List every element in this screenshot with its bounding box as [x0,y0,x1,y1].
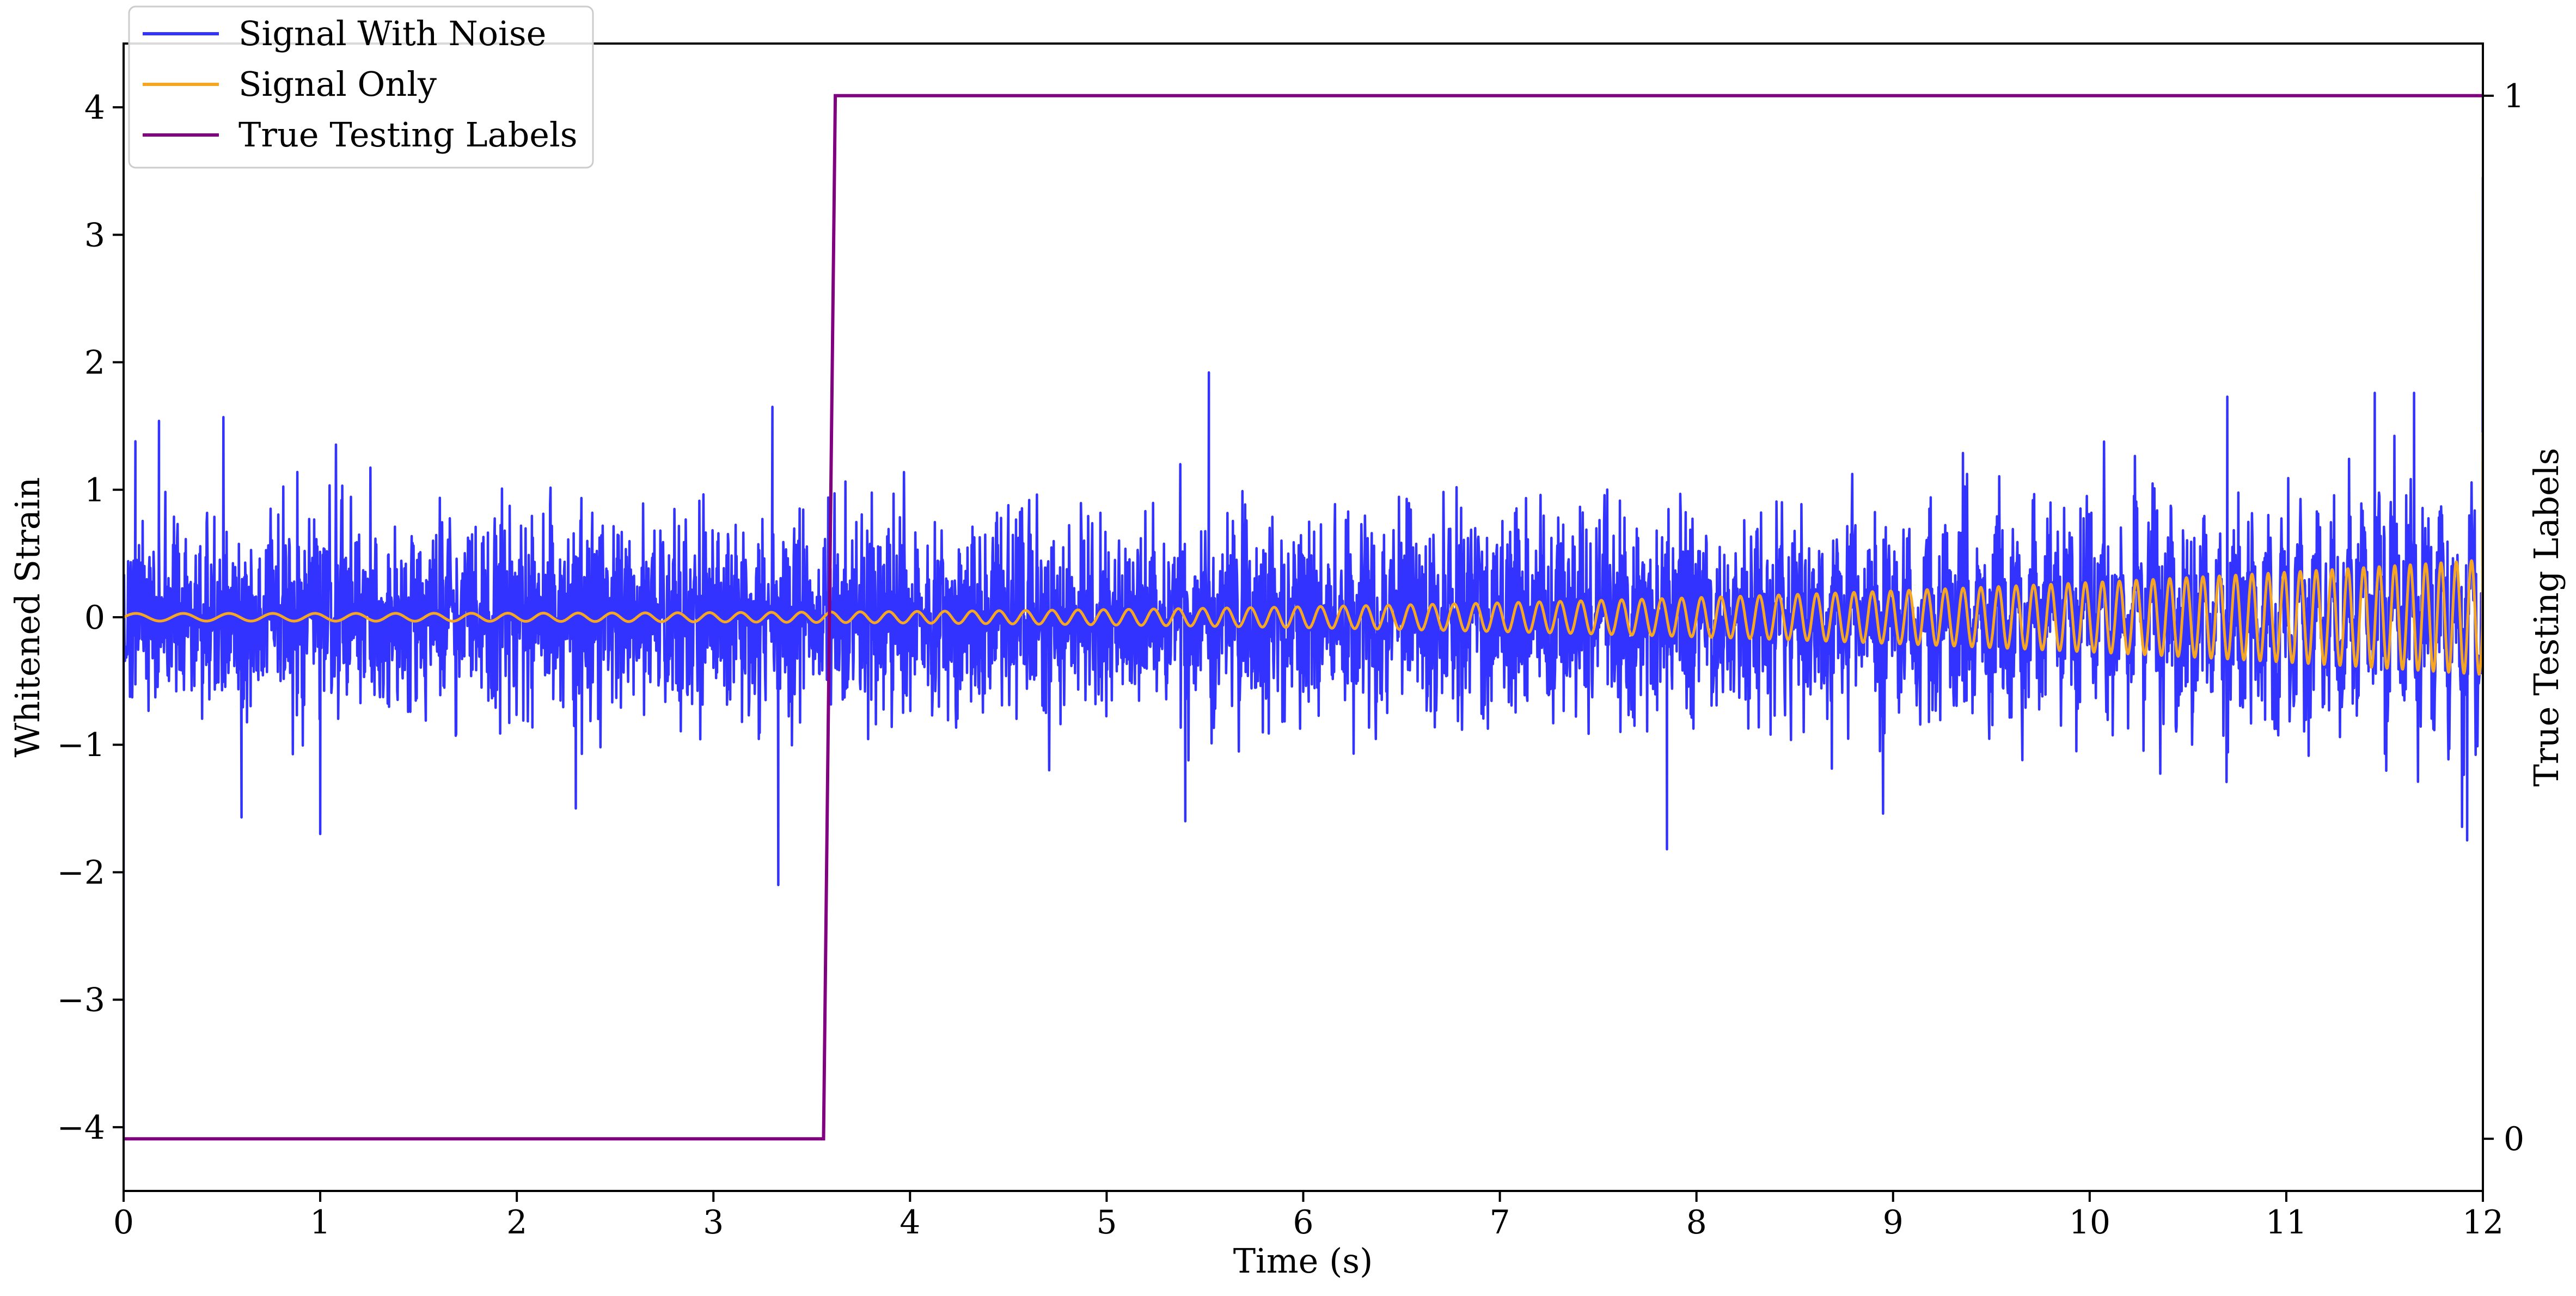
y-tick-label: 3 [84,216,105,254]
legend-label-signal-only: Signal Only [238,64,437,104]
x-tick-label: 6 [1293,1203,1313,1242]
y-axis-right: 01 [2483,77,2524,1158]
y-tick-label: −1 [57,726,105,764]
legend: Signal With Noise Signal Only True Testi… [128,5,594,169]
legend-label-true-testing-labels: True Testing Labels [238,115,578,155]
x-tick-label: 9 [1883,1203,1904,1242]
y-tick-label: 2 [84,344,105,382]
x-axis-title: Time (s) [1233,1241,1373,1281]
x-tick-label: 3 [703,1203,724,1242]
y-tick-label: −3 [57,981,105,1019]
series-true-testing-labels [124,94,2483,1141]
x-tick-label: 11 [2266,1203,2307,1242]
y-tick-label: 0 [84,599,105,637]
y-axis-left: −4 −3 −2 −1 0 1 2 3 4 [57,89,124,1147]
series-signal-with-noise [124,176,2483,1140]
x-tick-label: 0 [113,1203,134,1242]
legend-box [128,5,594,169]
x-axis: 0 1 2 3 4 5 6 7 8 9 10 11 12 [113,1191,2504,1242]
x-tick-label: 10 [2069,1203,2110,1242]
x-tick-label: 5 [1096,1203,1117,1242]
x-tick-label: 1 [310,1203,331,1242]
x-tick-label: 4 [900,1203,920,1242]
y2-tick-label: 0 [2504,1120,2524,1158]
x-tick-label: 8 [1686,1203,1707,1242]
y2-axis-title: True Testing Labels [2526,448,2566,787]
x-tick-label: 7 [1489,1203,1510,1242]
plot-area [124,94,2483,1141]
y-tick-label: −2 [57,853,105,892]
x-tick-label: 2 [506,1203,527,1242]
y2-tick-label: 1 [2504,77,2524,115]
y-tick-label: 1 [84,471,105,509]
x-tick-label: 12 [2462,1203,2504,1242]
y-tick-label: −4 [57,1109,105,1147]
y-tick-label: 4 [84,89,105,127]
y-axis-title: Whitened Strain [8,477,47,758]
legend-label-signal-with-noise: Signal With Noise [238,14,546,53]
series-signal-only [124,432,2483,676]
